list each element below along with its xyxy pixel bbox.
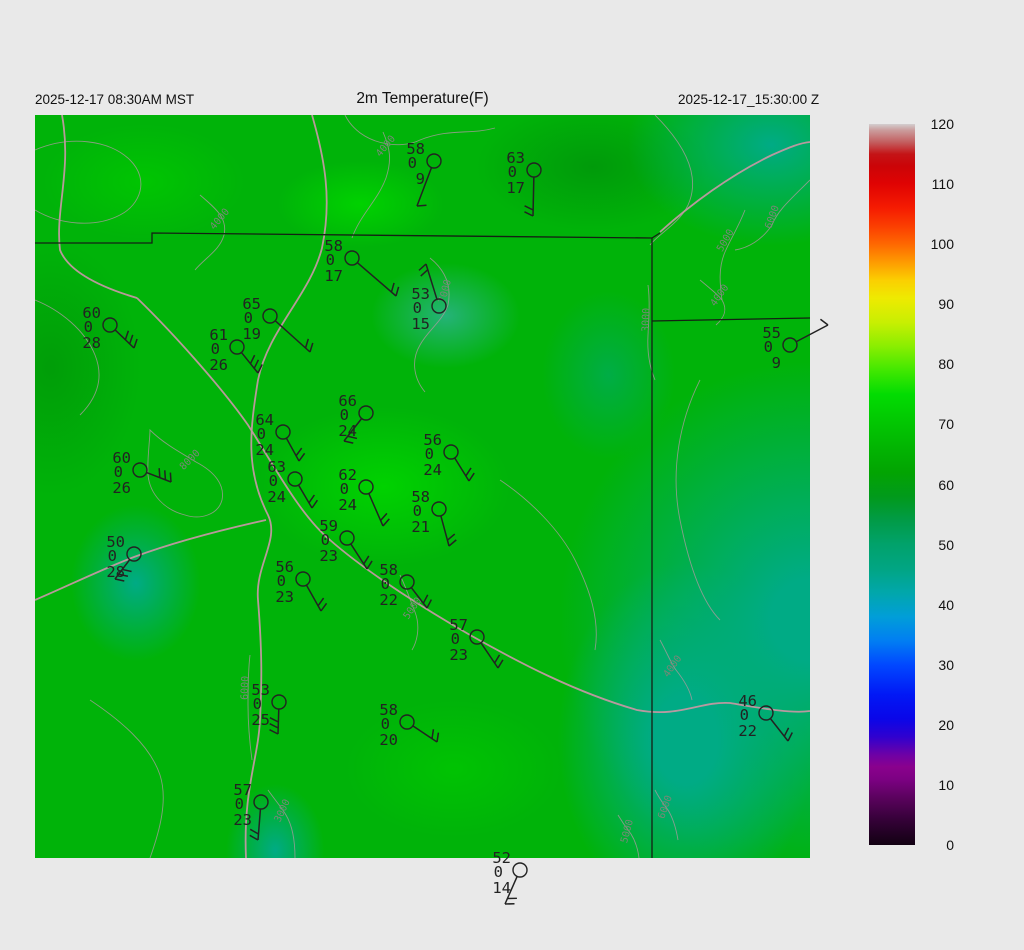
colorbar-tick-label: 10	[938, 776, 954, 793]
colorbar-tick-label: 60	[938, 476, 954, 493]
colorbar-tick-label: 30	[938, 656, 954, 673]
valid-time-local: 2025-12-17 08:30AM MST	[35, 92, 195, 107]
temperature-colorbar	[869, 124, 915, 845]
colorbar-tick-label: 100	[930, 236, 954, 253]
colorbar-tick-label: 0	[946, 837, 954, 853]
colorbar-tick-label: 40	[938, 596, 954, 613]
colorbar-tick-label: 120	[930, 116, 954, 132]
colorbar-tick-label: 50	[938, 536, 954, 553]
colorbar-tick-label: 90	[938, 296, 954, 313]
wind-barb-shaft	[504, 876, 518, 905]
colorbar-tick-label: 70	[938, 416, 954, 433]
temperature-field-map	[35, 115, 810, 858]
colorbar-tick-label: 110	[931, 176, 954, 193]
station-wind-speed: 14	[492, 879, 511, 897]
plot-title: 2m Temperature(F)	[356, 90, 489, 107]
colorbar-tick-label: 80	[938, 356, 954, 373]
wind-barb-feather	[819, 318, 829, 326]
colorbar-tick-label: 20	[938, 716, 954, 733]
station-circle	[512, 862, 528, 878]
valid-time-utc: 2025-12-17_15:30:00 Z	[678, 92, 820, 107]
station-aux-value: 0	[494, 863, 503, 881]
